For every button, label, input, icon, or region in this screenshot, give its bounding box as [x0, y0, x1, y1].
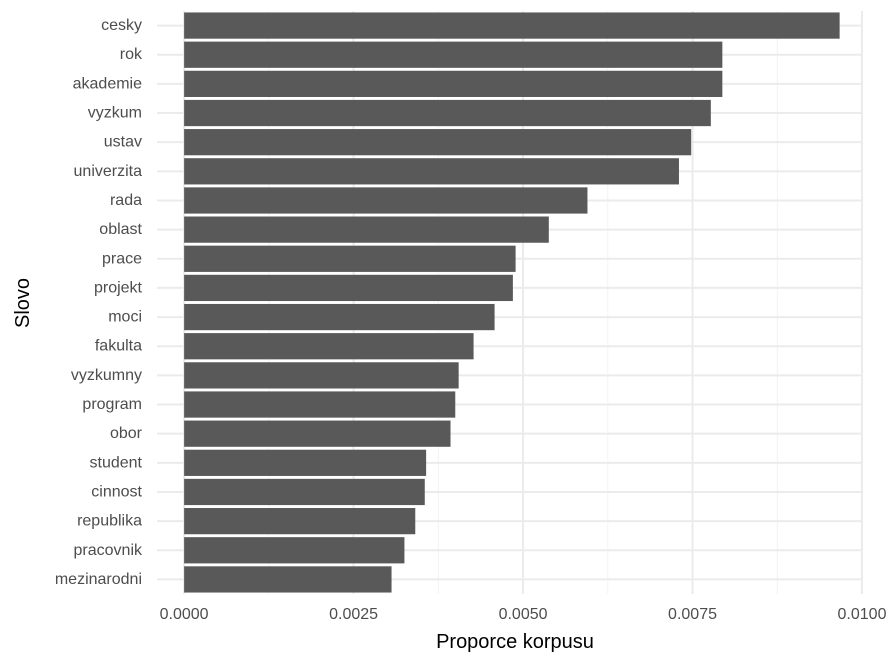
- bar-program: [184, 391, 456, 418]
- y-tick-label: univerzita: [74, 163, 143, 180]
- y-tick-label: obor: [110, 425, 143, 442]
- bar-pracovnik: [184, 537, 405, 564]
- bar-ustav: [184, 129, 692, 156]
- y-tick-label: akademie: [73, 75, 142, 92]
- y-tick-label: oblast: [99, 221, 142, 238]
- y-tick-label: student: [90, 454, 143, 471]
- bar-fakulta: [184, 333, 474, 360]
- x-tick-label: 0.0075: [668, 606, 717, 623]
- x-tick-label: 0.0025: [329, 606, 378, 623]
- bar-vyzkum: [184, 99, 711, 127]
- x-axis-title: Proporce korpusu: [436, 631, 594, 653]
- bar-mezinarodni: [184, 566, 392, 593]
- y-tick-label: prace: [102, 250, 142, 267]
- bar-republika: [184, 508, 416, 535]
- bar-moci: [184, 303, 495, 331]
- bar-vyzkumny: [184, 362, 459, 389]
- category-labels: cesky rok akademie vyzkum ustav univerzita rad…: [55, 17, 143, 588]
- y-tick-label: mezinarodni: [55, 571, 142, 588]
- y-tick-label: cinnost: [91, 483, 142, 500]
- bar-layer: [184, 12, 840, 593]
- bar-rok: [184, 41, 723, 68]
- bar-univerzita: [184, 158, 679, 185]
- bar-projekt: [184, 274, 513, 302]
- y-tick-label: cesky: [101, 17, 142, 34]
- y-tick-label: pracovnik: [74, 542, 143, 559]
- y-tick-label: moci: [108, 309, 142, 326]
- bar-cesky: [184, 12, 840, 39]
- y-tick-label: program: [82, 396, 142, 413]
- x-tick-label: 0.0050: [499, 606, 548, 623]
- bar-oblast: [184, 216, 549, 243]
- y-tick-label: vyzkum: [88, 105, 142, 122]
- x-tick-labels: 0.0000 0.0025 0.0050 0.0075 0.0100: [160, 606, 887, 623]
- x-tick-label: 0.0000: [160, 606, 209, 623]
- x-tick-label: 0.0100: [838, 606, 887, 623]
- bar-student: [184, 449, 427, 476]
- y-tick-label: rada: [110, 192, 142, 209]
- y-tick-label: fakulta: [95, 338, 142, 355]
- y-tick-label: vyzkumny: [71, 367, 142, 384]
- bar-akademie: [184, 70, 723, 97]
- y-axis-title: Slovo: [12, 278, 34, 328]
- grid-layer: [157, 11, 863, 594]
- bar-obor: [184, 420, 451, 447]
- bar-prace: [184, 245, 516, 272]
- bar-cinnost: [184, 478, 425, 506]
- y-tick-label: rok: [120, 46, 143, 63]
- y-tick-label: republika: [77, 513, 142, 530]
- y-tick-label: projekt: [94, 279, 143, 296]
- bar-rada: [184, 187, 588, 214]
- y-tick-label: ustav: [104, 134, 142, 151]
